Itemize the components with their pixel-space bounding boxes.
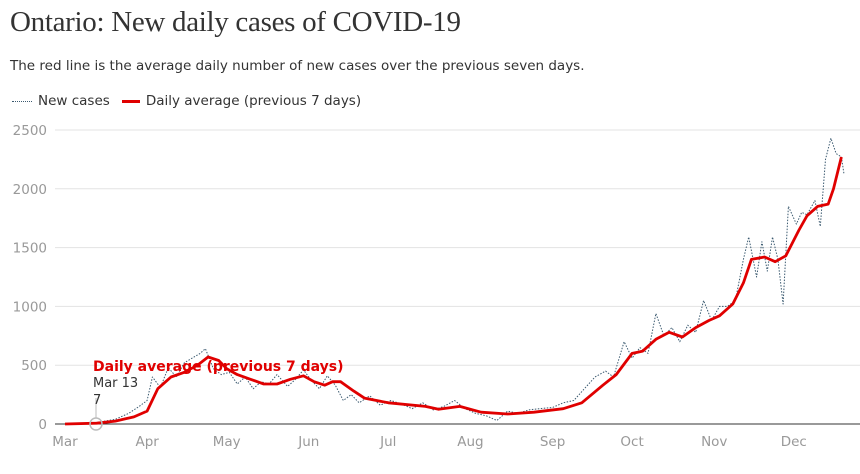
legend-label-new-cases: New cases xyxy=(38,93,110,109)
legend: New cases Daily average (previous 7 days… xyxy=(12,93,373,109)
legend-label-average: Daily average (previous 7 days) xyxy=(145,93,362,109)
x-tick-label: Jun xyxy=(297,434,319,450)
chart-subtitle: The red line is the average daily number… xyxy=(10,58,585,74)
x-tick-label: Mar xyxy=(52,434,78,450)
y-tick-label: 0 xyxy=(38,417,47,433)
legend-item-average: Daily average (previous 7 days) xyxy=(121,93,362,109)
x-tick-label: Aug xyxy=(457,434,483,450)
y-tick-label: 2000 xyxy=(13,182,47,198)
x-tick-label: Apr xyxy=(135,434,159,450)
y-tick-label: 500 xyxy=(21,358,47,374)
legend-swatch-dotted xyxy=(12,100,32,102)
annotation-value: 7 xyxy=(93,393,101,408)
y-tick-label: 2500 xyxy=(13,123,47,139)
chart-title: Ontario: New daily cases of COVID-19 xyxy=(10,6,461,38)
x-tick-label: Dec xyxy=(781,434,807,450)
legend-item-new-cases: New cases xyxy=(12,93,110,109)
annotation-marker[interactable] xyxy=(89,417,103,431)
x-tick-label: Jul xyxy=(379,434,396,450)
annotation-series-label: Daily average (previous 7 days) xyxy=(93,359,344,375)
annotation-date: Mar 13 xyxy=(93,376,138,391)
series-line-average xyxy=(64,156,843,426)
annotation: Daily average (previous 7 days) Mar 13 7 xyxy=(89,359,344,431)
x-tick-label: May xyxy=(213,434,241,450)
x-tick-label: Oct xyxy=(620,434,643,450)
x-tick-label: Nov xyxy=(701,434,727,450)
legend-swatch-red xyxy=(121,99,140,103)
y-tick-label: 1000 xyxy=(13,299,47,315)
x-tick-label: Sep xyxy=(540,434,565,450)
y-tick-label: 1500 xyxy=(13,241,47,257)
series-line-new-cases xyxy=(64,137,845,425)
